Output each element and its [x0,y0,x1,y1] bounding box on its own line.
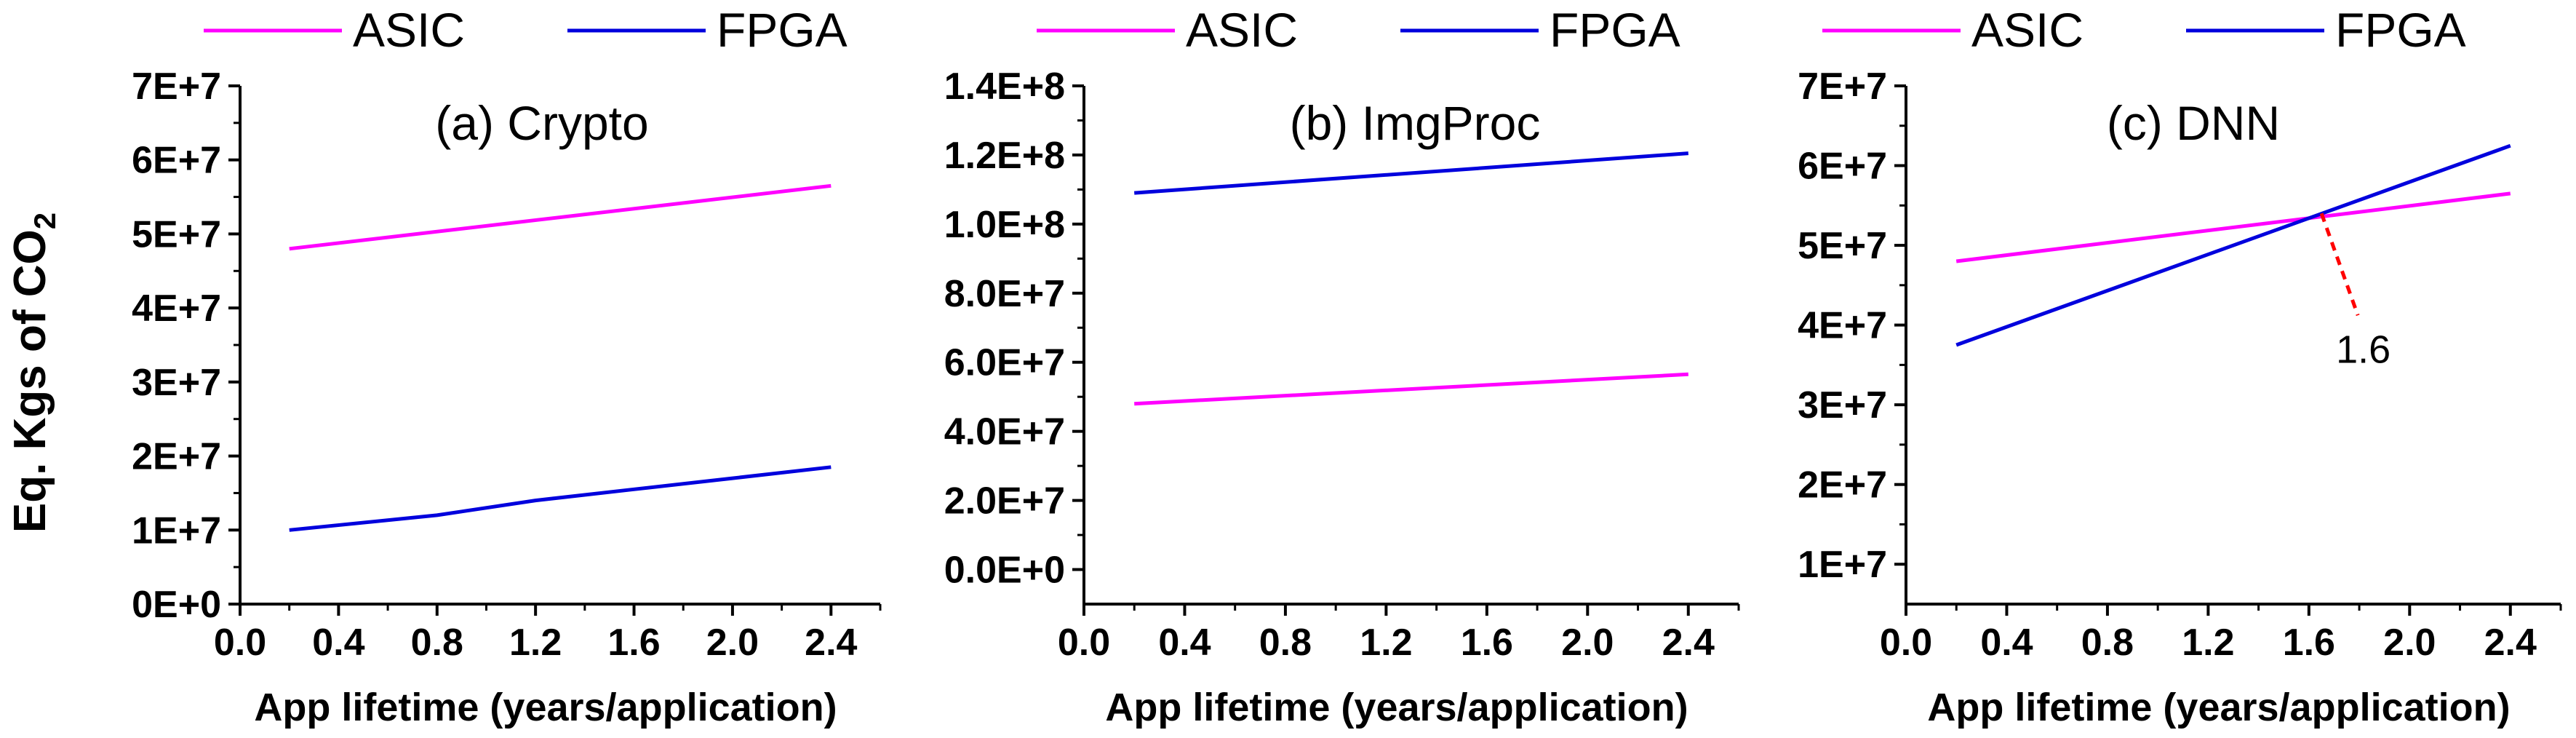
y-tick-label: 0.0E+0 [944,549,1065,592]
y-tick-label: 2E+7 [1798,464,1887,507]
series-line-fpga [1134,151,1688,195]
x-tick-label: 0.4 [312,622,364,664]
x-tick-label: 2.4 [1662,622,1715,664]
x-tick-label: 0.4 [1980,622,2033,664]
series-line-fpga [1955,143,2511,347]
y-tick-label: 4.0E+7 [944,411,1065,453]
y-axis-title-main: Eq. Kgs of CO [5,229,55,533]
panel-2: ASIC FPGA 0.0E+0 2.0E+7 4.0E+7 6.0E+7 8.0E+7 1.… [944,3,1740,729]
x-tick-label: 0.8 [1259,622,1312,664]
crossover-label: 1.6 [2336,328,2390,371]
x-tick-label: 0.0 [214,622,266,664]
panel-title: (c) DNN [2107,96,2280,150]
legend-label-asic: ASIC [1186,3,1298,57]
crossover-marker [2319,213,2360,317]
y-tick-label: 5E+7 [132,213,221,255]
x-tick-label: 1.2 [509,622,562,664]
y-tick-label: 1E+7 [1798,544,1887,586]
x-tick-label: 2.0 [706,622,759,664]
legend-label-asic: ASIC [353,3,465,57]
y-tick-label: 5E+7 [1798,225,1887,267]
series-line-fpga [289,465,832,532]
x-tick-label: 1.6 [607,622,660,664]
legend-label-fpga: FPGA [717,3,848,57]
series-line-asic [1134,372,1688,406]
series-line-asic [1955,191,2511,263]
series-line-asic [289,183,832,251]
legend-label-fpga: FPGA [2335,3,2466,57]
panel-1: ASIC FPGA 0E+0 1E+7 2E+7 3E+7 4E+7 5E+7 6E+7 7E+7… [132,3,882,729]
x-tick-label: 0.0 [1880,622,1932,664]
y-tick-label: 4E+7 [1798,305,1887,347]
y-tick-label: 7E+7 [132,66,221,108]
y-tick-label: 6.0E+7 [944,342,1065,384]
legend-label-asic: ASIC [1971,3,2083,57]
x-tick-label: 1.6 [2283,622,2335,664]
y-tick-label: 2.0E+7 [944,480,1065,523]
y-axis-title: Eq. Kgs of CO2 [5,213,62,533]
y-tick-label: 0E+0 [132,584,221,626]
x-tick-label: 2.0 [2383,622,2436,664]
x-tick-label: 1.2 [2182,622,2234,664]
y-axis-title-subscript: 2 [28,213,62,229]
panel-3: ASIC FPGA 1E+7 2E+7 3E+7 4E+7 5E+7 6E+7 7E+7 0.0 0… [1798,3,2562,729]
x-axis-title: App lifetime (years/application) [1927,686,2510,729]
x-tick-label: 0.8 [411,622,463,664]
y-tick-label: 4E+7 [132,287,221,330]
y-tick-label: 3E+7 [1798,384,1887,426]
y-tick-label: 1E+7 [132,509,221,552]
y-tick-label: 3E+7 [132,362,221,404]
x-tick-label: 2.4 [805,622,857,664]
panel-title: (b) ImgProc [1290,96,1541,150]
x-tick-label: 1.2 [1360,622,1412,664]
x-tick-label: 1.6 [1461,622,1513,664]
panel-title: (a) Crypto [435,96,648,150]
y-tick-label: 7E+7 [1798,66,1887,108]
legend-label-fpga: FPGA [1550,3,1680,57]
y-tick-label: 1.2E+8 [944,135,1065,177]
y-tick-label: 2E+7 [132,436,221,478]
x-tick-label: 2.0 [1561,622,1614,664]
x-tick-label: 2.4 [2484,622,2537,664]
y-tick-label: 6E+7 [1798,146,1887,188]
y-tick-label: 1.0E+8 [944,204,1065,246]
x-tick-label: 0.0 [1058,622,1110,664]
y-tick-label: 6E+7 [132,140,221,182]
y-tick-label: 8.0E+7 [944,273,1065,315]
y-tick-label: 1.4E+8 [944,66,1065,108]
x-axis-title: App lifetime (years/application) [1105,686,1688,729]
x-tick-label: 0.4 [1158,622,1211,664]
x-tick-label: 0.8 [2081,622,2134,664]
x-axis-title: App lifetime (years/application) [254,686,837,729]
